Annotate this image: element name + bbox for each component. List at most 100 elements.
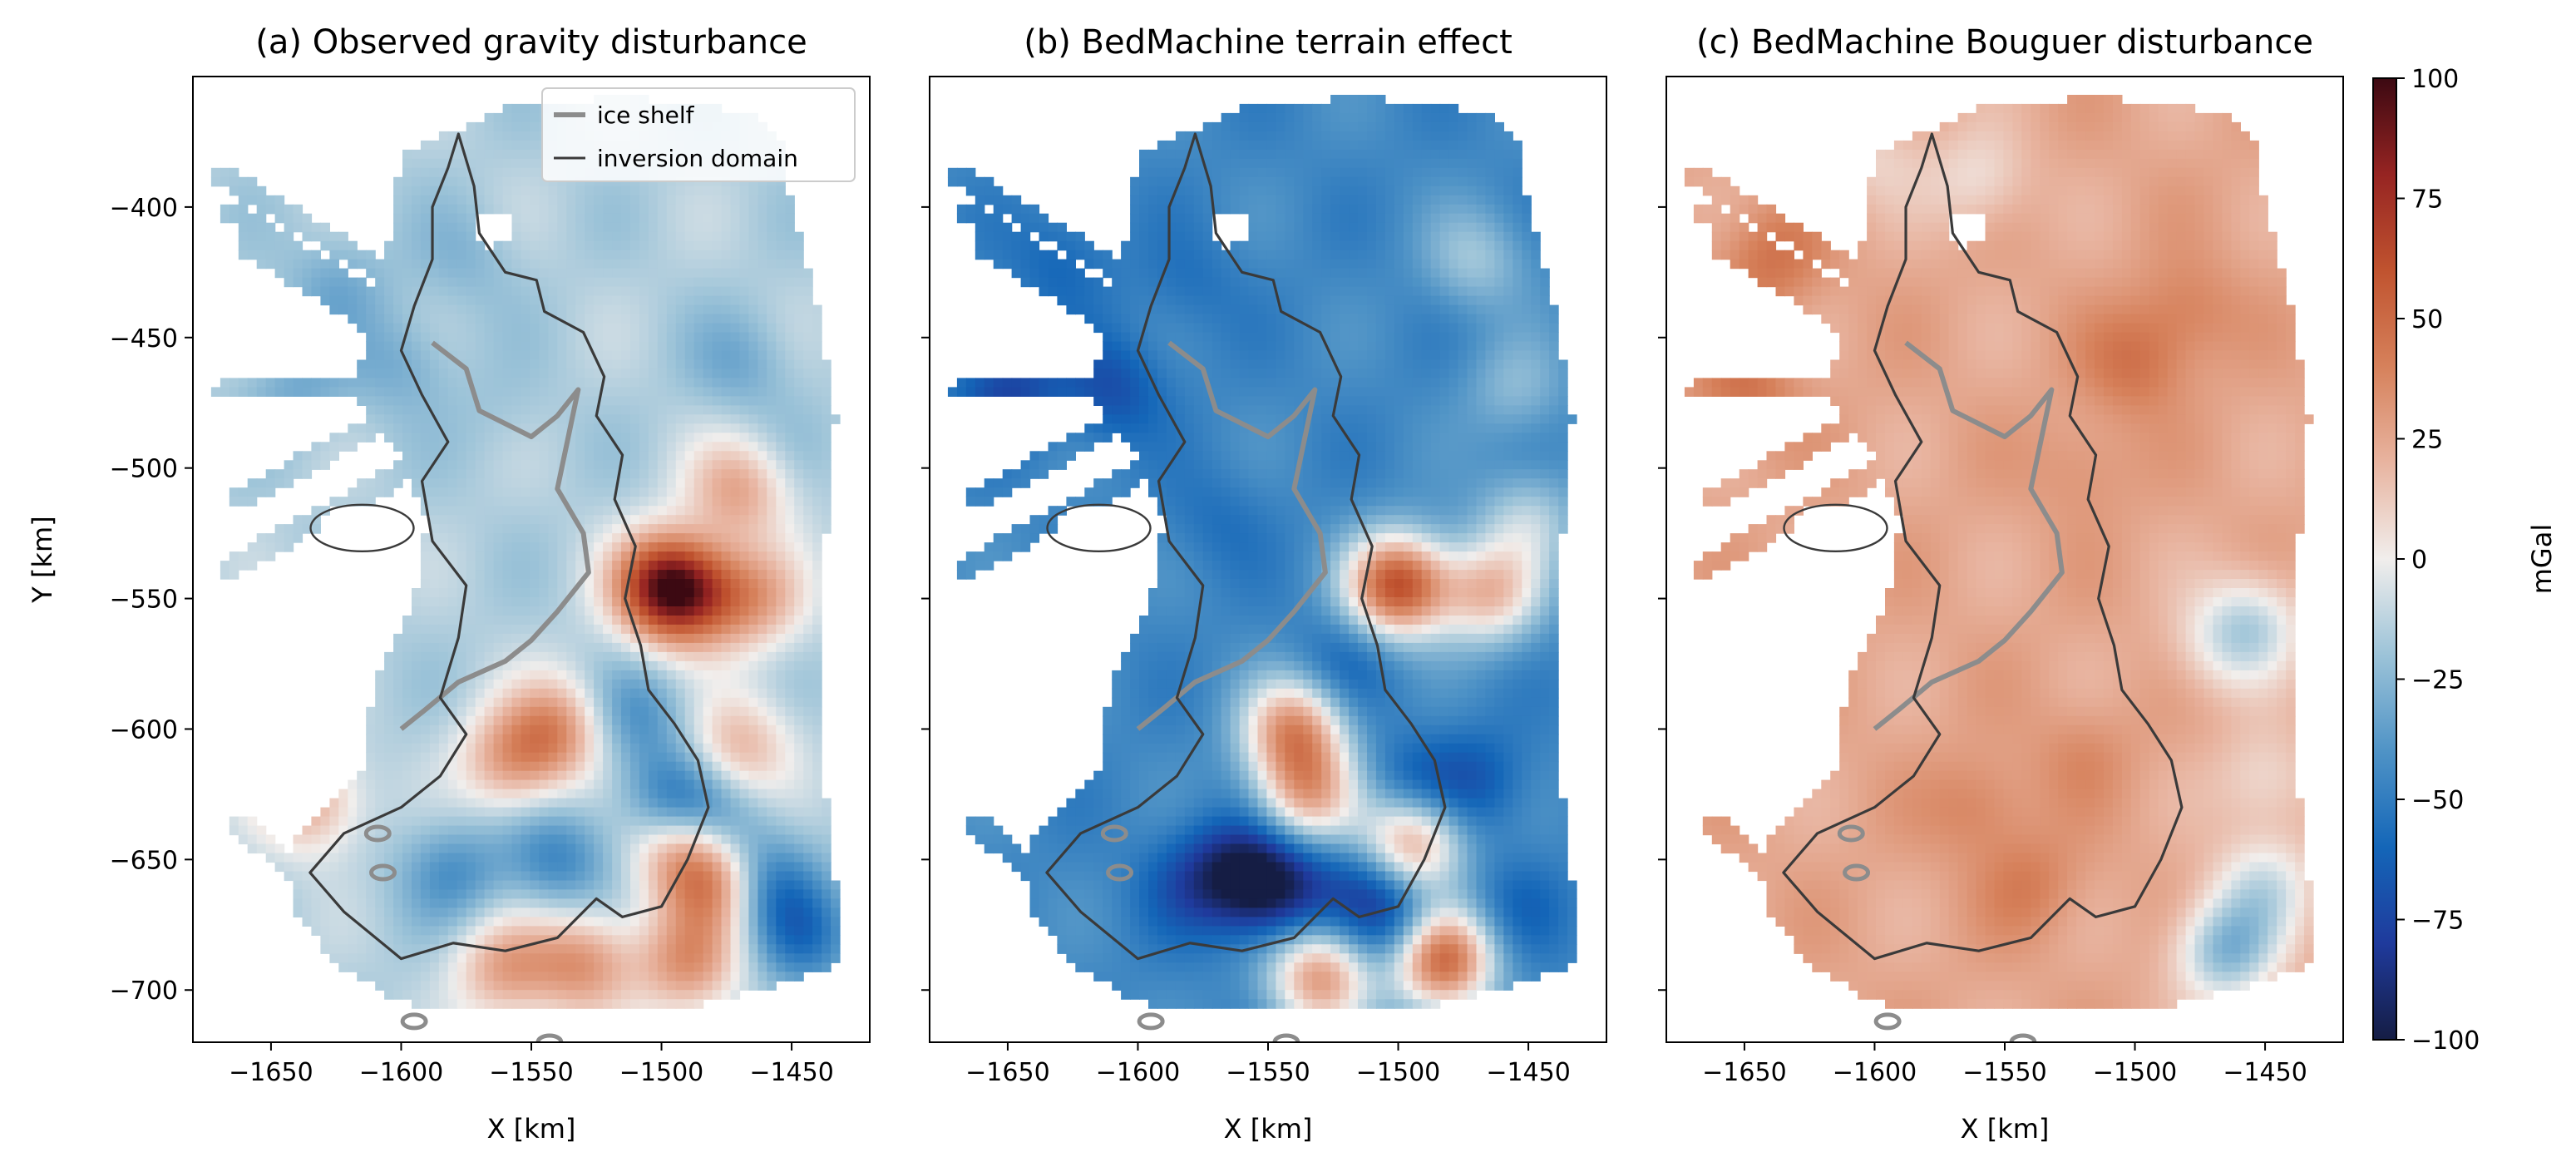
heatmap-cell	[666, 323, 677, 334]
heatmap-cell	[712, 798, 723, 808]
heatmap-cell	[648, 341, 659, 352]
heatmap-cell	[447, 570, 458, 580]
heatmap-cell	[438, 935, 449, 945]
heatmap-cell	[247, 843, 258, 854]
heatmap-cell	[475, 359, 486, 370]
heatmap-cell	[438, 570, 449, 580]
heatmap-cell	[630, 816, 640, 827]
heatmap-cell	[393, 368, 403, 378]
heatmap-cell	[548, 524, 558, 534]
heatmap-cell	[475, 597, 486, 607]
heatmap-cell	[429, 405, 440, 415]
heatmap-cell	[748, 405, 758, 415]
heatmap-cell	[639, 542, 649, 552]
heatmap-cell	[603, 359, 613, 370]
heatmap-cell	[721, 286, 732, 297]
heatmap-cell	[648, 451, 659, 461]
heatmap-cell	[521, 295, 531, 306]
heatmap-cell	[511, 460, 522, 470]
heatmap-cell	[511, 724, 522, 735]
heatmap-cell	[493, 387, 504, 397]
heatmap-cell	[229, 378, 239, 388]
heatmap-cell	[812, 743, 822, 754]
heatmap-cell	[630, 670, 640, 680]
heatmap-cell	[803, 770, 813, 781]
heatmap-cell	[429, 853, 440, 863]
heatmap-cell	[456, 570, 467, 580]
heatmap-cell	[429, 332, 440, 343]
heatmap-cell	[502, 112, 513, 123]
heatmap-cell	[693, 798, 704, 808]
heatmap-cell	[794, 853, 804, 863]
heatmap-cell	[785, 679, 795, 690]
heatmap-cell	[402, 167, 412, 178]
heatmap-cell	[456, 240, 467, 251]
heatmap-cell	[229, 497, 239, 507]
heatmap-cell	[420, 880, 431, 891]
heatmap-cell	[375, 268, 385, 279]
heatmap-cell	[539, 222, 549, 233]
heatmap-cell	[502, 779, 513, 790]
heatmap-cell	[420, 889, 431, 899]
heatmap-cell	[776, 561, 786, 571]
heatmap-cell	[575, 378, 585, 388]
heatmap-cell	[758, 981, 767, 991]
heatmap-cell	[621, 561, 631, 571]
heatmap-cell	[603, 240, 613, 251]
heatmap-cell	[748, 314, 758, 324]
heatmap-cell	[375, 706, 385, 717]
heatmap-cell	[794, 624, 804, 635]
heatmap-cell	[557, 423, 567, 433]
heatmap-cell	[420, 405, 431, 415]
heatmap-cell	[721, 926, 732, 936]
heatmap-cell	[521, 889, 531, 899]
heatmap-cell	[539, 561, 549, 571]
heatmap-cell	[575, 204, 585, 215]
heatmap-cell	[447, 798, 458, 808]
heatmap-cell	[758, 478, 767, 488]
heatmap-cell	[438, 304, 449, 315]
heatmap-cell	[530, 706, 540, 717]
heatmap-cell	[585, 478, 595, 488]
heatmap-cell	[730, 597, 741, 607]
heatmap-cell	[630, 889, 640, 899]
heatmap-cell	[456, 250, 467, 260]
heatmap-cell	[484, 853, 495, 863]
heatmap-cell	[693, 651, 704, 662]
heatmap-cell	[429, 724, 440, 735]
heatmap-cell	[703, 551, 713, 561]
heatmap-cell	[484, 926, 495, 936]
heatmap-cell	[357, 880, 367, 891]
heatmap-cell	[548, 579, 558, 589]
heatmap-cell	[557, 734, 567, 744]
heatmap-cell	[684, 405, 695, 415]
heatmap-cell	[502, 862, 513, 873]
heatmap-cell	[393, 314, 403, 324]
heatmap-cell	[693, 542, 704, 552]
heatmap-cell	[530, 616, 540, 626]
heatmap-cell	[438, 752, 449, 763]
heatmap-cell	[675, 624, 686, 635]
heatmap-cell	[412, 642, 422, 653]
heatmap-cell	[302, 222, 313, 233]
heatmap-cell	[703, 323, 713, 334]
heatmap-cell	[511, 642, 522, 653]
heatmap-cell	[484, 807, 495, 818]
heatmap-cell	[521, 972, 531, 982]
heatmap-cell	[466, 715, 476, 726]
heatmap-cell	[338, 387, 348, 397]
heatmap-cell	[767, 807, 777, 818]
heatmap-cell	[657, 660, 668, 671]
heatmap-cell	[603, 460, 613, 470]
heatmap-cell	[412, 917, 422, 927]
heatmap-cell	[375, 295, 385, 306]
heatmap-cell	[758, 487, 767, 497]
heatmap-cell	[348, 789, 358, 799]
heatmap-cell	[684, 460, 695, 470]
heatmap-cell	[420, 314, 431, 324]
heatmap-cell	[721, 807, 732, 818]
heatmap-cell	[822, 378, 832, 388]
heatmap-cell	[384, 414, 394, 424]
heatmap-cell	[758, 561, 767, 571]
heatmap-cell	[712, 359, 723, 370]
